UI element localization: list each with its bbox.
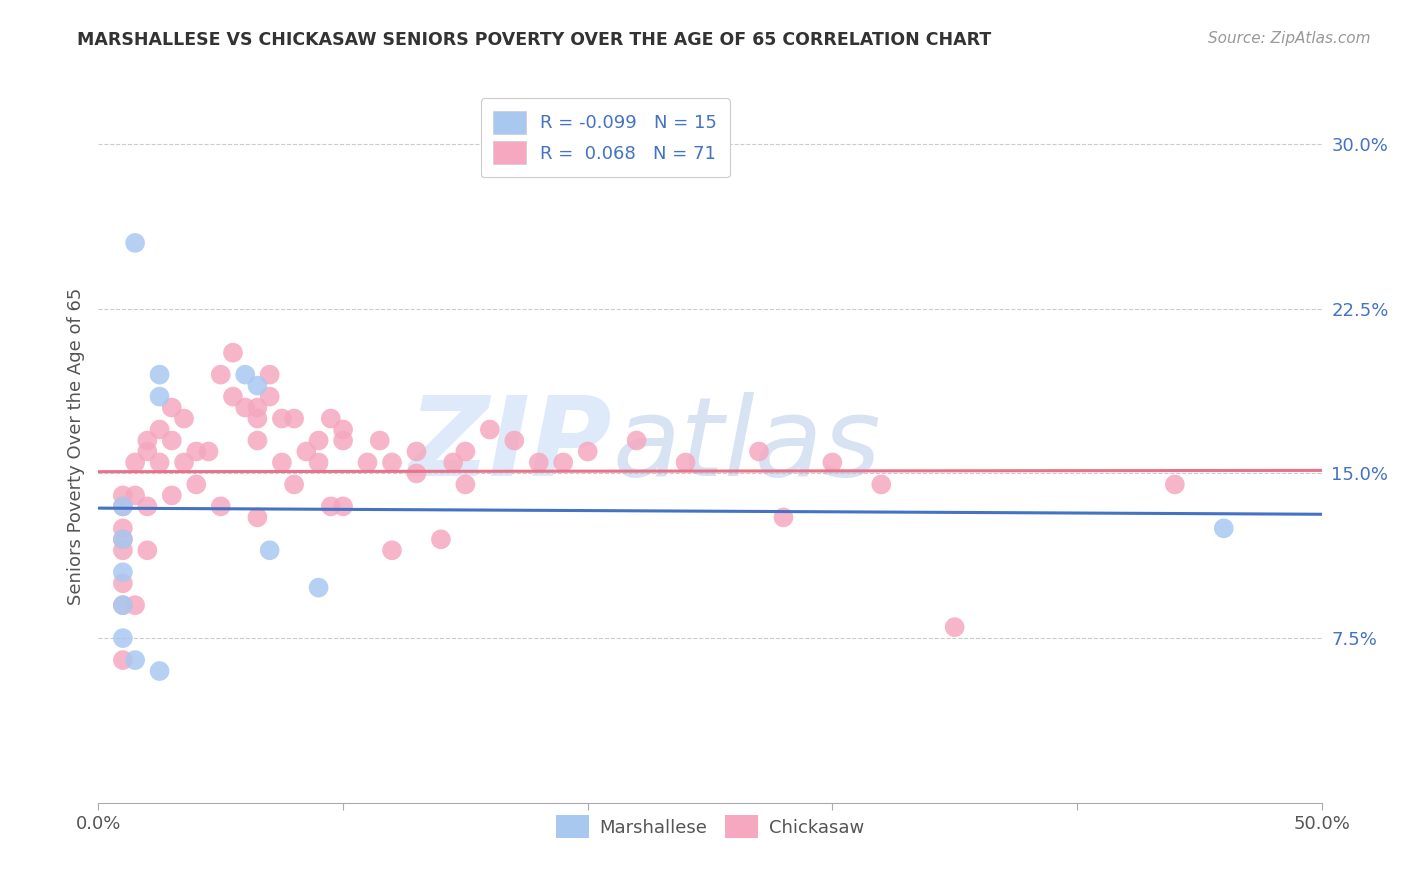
Point bbox=[283, 411, 305, 425]
Point bbox=[149, 368, 172, 382]
Legend: Marshallese, Chickasaw: Marshallese, Chickasaw bbox=[547, 806, 873, 847]
Point bbox=[111, 488, 134, 502]
Point bbox=[233, 368, 256, 382]
Point bbox=[136, 500, 159, 514]
Point bbox=[381, 543, 404, 558]
Point bbox=[124, 488, 146, 502]
Point bbox=[186, 477, 208, 491]
Point bbox=[124, 653, 146, 667]
Point bbox=[381, 455, 404, 469]
Point bbox=[478, 423, 501, 437]
Point bbox=[149, 423, 172, 437]
Point bbox=[136, 444, 159, 458]
Point bbox=[222, 345, 245, 359]
Point bbox=[233, 401, 256, 415]
Point bbox=[111, 533, 134, 547]
Point bbox=[111, 521, 134, 535]
Point bbox=[943, 620, 966, 634]
Point bbox=[124, 235, 146, 250]
Point bbox=[209, 500, 232, 514]
Point bbox=[308, 434, 330, 448]
Point bbox=[368, 434, 391, 448]
Point bbox=[186, 444, 208, 458]
Point bbox=[259, 543, 281, 558]
Point bbox=[209, 368, 232, 382]
Point bbox=[308, 581, 330, 595]
Point bbox=[259, 368, 281, 382]
Point bbox=[111, 500, 134, 514]
Point bbox=[173, 411, 195, 425]
Point bbox=[136, 543, 159, 558]
Point bbox=[111, 566, 134, 580]
Point bbox=[111, 533, 134, 547]
Point bbox=[111, 543, 134, 558]
Point bbox=[405, 444, 427, 458]
Point bbox=[430, 533, 453, 547]
Point bbox=[160, 434, 183, 448]
Point bbox=[111, 576, 134, 591]
Point bbox=[173, 455, 195, 469]
Point bbox=[111, 598, 134, 612]
Point bbox=[332, 434, 354, 448]
Point bbox=[283, 477, 305, 491]
Point bbox=[136, 434, 159, 448]
Point bbox=[246, 411, 269, 425]
Point bbox=[319, 411, 342, 425]
Point bbox=[246, 378, 269, 392]
Point bbox=[295, 444, 318, 458]
Point bbox=[149, 664, 172, 678]
Point bbox=[124, 455, 146, 469]
Point bbox=[626, 434, 648, 448]
Y-axis label: Seniors Poverty Over the Age of 65: Seniors Poverty Over the Age of 65 bbox=[66, 287, 84, 605]
Point bbox=[246, 401, 269, 415]
Text: Source: ZipAtlas.com: Source: ZipAtlas.com bbox=[1208, 31, 1371, 46]
Point bbox=[319, 500, 342, 514]
Text: ZIP: ZIP bbox=[409, 392, 612, 500]
Point bbox=[503, 434, 526, 448]
Point bbox=[246, 434, 269, 448]
Point bbox=[149, 455, 172, 469]
Point bbox=[259, 390, 281, 404]
Point bbox=[821, 455, 844, 469]
Point bbox=[1212, 521, 1234, 535]
Point bbox=[356, 455, 378, 469]
Point bbox=[675, 455, 697, 469]
Point bbox=[222, 390, 245, 404]
Point bbox=[454, 444, 477, 458]
Point bbox=[124, 598, 146, 612]
Point bbox=[576, 444, 599, 458]
Point bbox=[270, 411, 294, 425]
Point bbox=[332, 500, 354, 514]
Point bbox=[160, 401, 183, 415]
Point bbox=[308, 455, 330, 469]
Point bbox=[149, 390, 172, 404]
Point bbox=[553, 455, 575, 469]
Point bbox=[111, 631, 134, 645]
Point bbox=[748, 444, 770, 458]
Point bbox=[160, 488, 183, 502]
Point bbox=[111, 653, 134, 667]
Point bbox=[441, 455, 464, 469]
Text: MARSHALLESE VS CHICKASAW SENIORS POVERTY OVER THE AGE OF 65 CORRELATION CHART: MARSHALLESE VS CHICKASAW SENIORS POVERTY… bbox=[77, 31, 991, 49]
Point bbox=[405, 467, 427, 481]
Point bbox=[197, 444, 219, 458]
Point bbox=[870, 477, 893, 491]
Point bbox=[270, 455, 294, 469]
Point bbox=[246, 510, 269, 524]
Point bbox=[332, 423, 354, 437]
Point bbox=[527, 455, 550, 469]
Point bbox=[1164, 477, 1187, 491]
Point bbox=[111, 500, 134, 514]
Point bbox=[772, 510, 794, 524]
Text: atlas: atlas bbox=[612, 392, 880, 500]
Point bbox=[454, 477, 477, 491]
Point bbox=[111, 598, 134, 612]
